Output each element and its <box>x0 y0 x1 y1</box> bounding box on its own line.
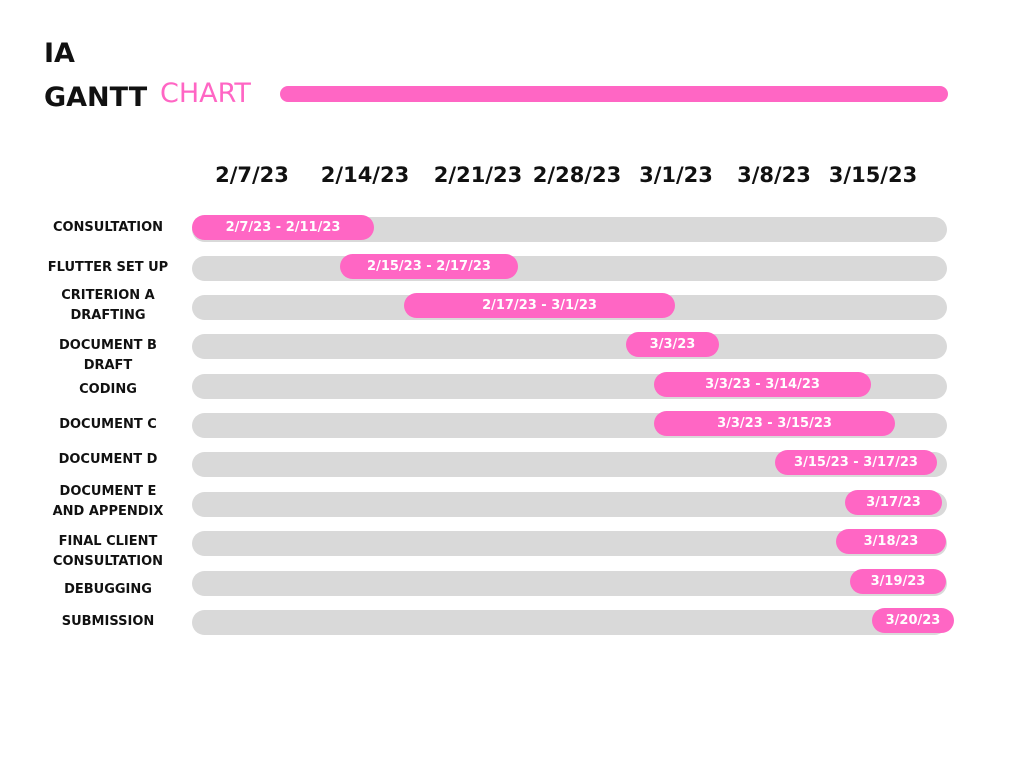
task-track <box>192 492 947 517</box>
task-track <box>192 256 947 281</box>
date-tick-label: 2/21/23 <box>433 163 523 187</box>
task-label: DEBUGGING <box>64 582 152 597</box>
title-accent-bar <box>280 86 948 102</box>
task-bar: 2/15/23 - 2/17/23 <box>340 254 518 279</box>
title-line-3: CHART <box>160 78 251 109</box>
task-label: DOCUMENT D <box>58 452 158 467</box>
date-tick-label: 3/8/23 <box>737 163 811 187</box>
task-bar: 2/17/23 - 3/1/23 <box>404 293 675 318</box>
task-label: CODING <box>79 382 137 397</box>
task-track <box>192 610 947 635</box>
task-bar: 3/17/23 <box>845 490 942 515</box>
task-bar: 3/20/23 <box>872 608 954 633</box>
date-tick-label: 2/28/23 <box>532 163 622 187</box>
date-tick-label: 3/15/23 <box>828 163 918 187</box>
task-track <box>192 334 947 359</box>
task-label: SUBMISSION <box>61 614 155 629</box>
task-label: FLUTTER SET UP <box>47 260 169 275</box>
date-tick-label: 2/7/23 <box>215 163 289 187</box>
task-track <box>192 531 947 556</box>
task-bar: 2/7/23 - 2/11/23 <box>192 215 374 240</box>
task-bar: 3/15/23 - 3/17/23 <box>775 450 937 475</box>
title-line-2: GANTT <box>44 82 148 113</box>
title-line-1: IA <box>44 38 75 69</box>
task-bar: 3/3/23 - 3/14/23 <box>654 372 871 397</box>
task-bar: 3/3/23 <box>626 332 719 357</box>
task-label: DOCUMENT E AND APPENDIX <box>52 484 164 519</box>
task-label: FINAL CLIENT CONSULTATION <box>52 534 164 569</box>
task-bar: 3/3/23 - 3/15/23 <box>654 411 895 436</box>
task-label: CONSULTATION <box>52 220 164 235</box>
task-track <box>192 571 947 596</box>
task-label: DOCUMENT C <box>59 417 157 432</box>
task-bar: 3/19/23 <box>850 569 946 594</box>
task-label: CRITERION A DRAFTING <box>61 288 155 323</box>
task-bar: 3/18/23 <box>836 529 946 554</box>
date-tick-label: 3/1/23 <box>639 163 713 187</box>
task-label: DOCUMENT B DRAFT <box>59 338 157 373</box>
date-tick-label: 2/14/23 <box>320 163 410 187</box>
